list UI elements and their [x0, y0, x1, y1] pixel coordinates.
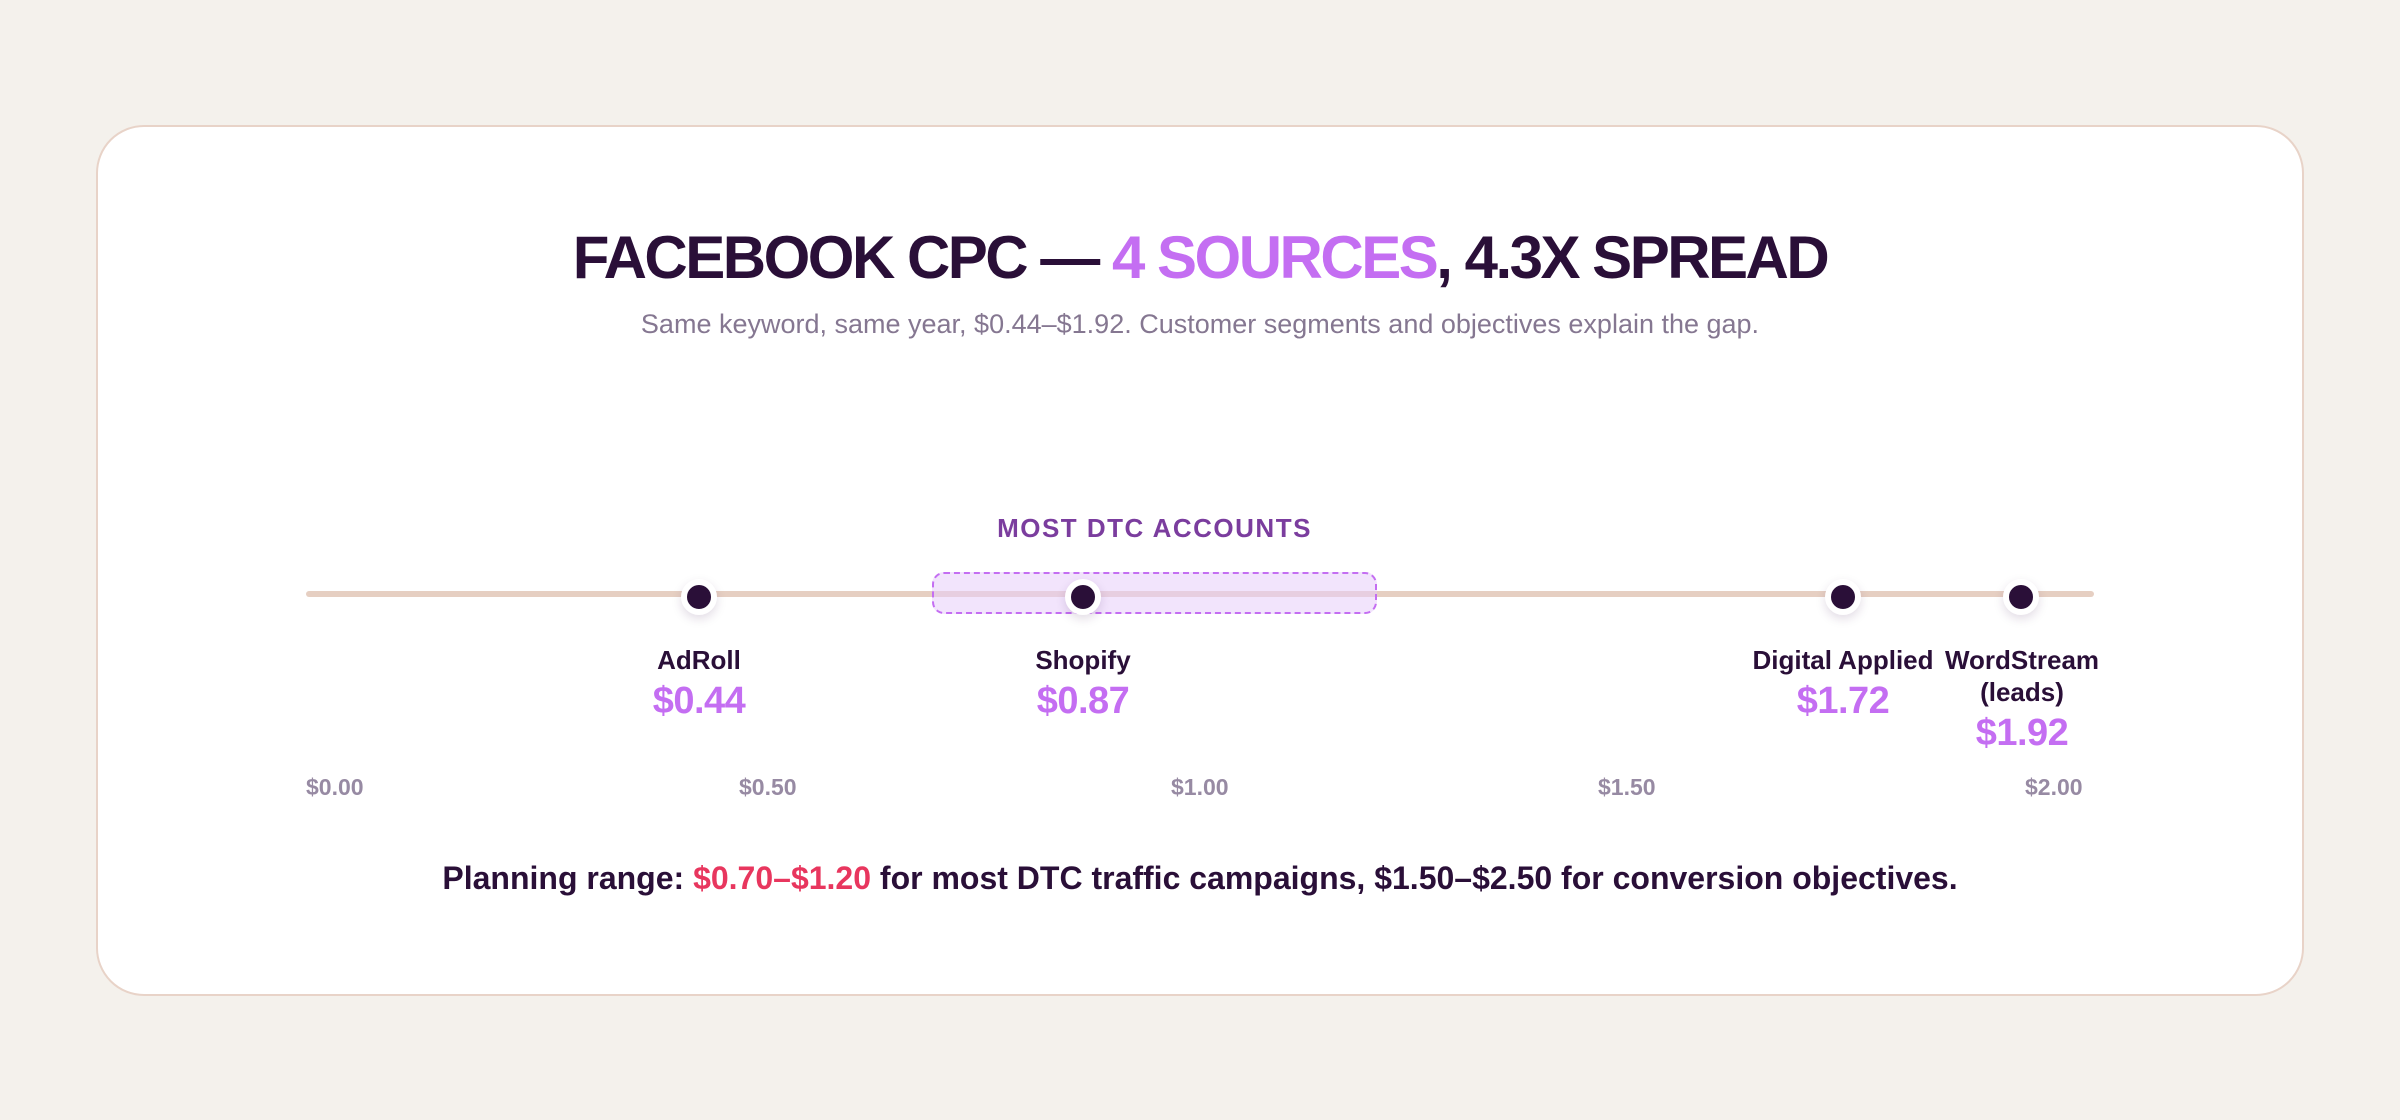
data-point-digital-applied	[1825, 579, 1861, 615]
title-accent: 4 SOURCES	[1111, 224, 1439, 291]
point-label-wordstream-line2: (leads)	[1980, 677, 2064, 707]
chart-title: FACEBOOK CPC — 4 SOURCES, 4.3X SPREAD	[0, 218, 2400, 298]
point-label-shopify: Shopify	[1035, 645, 1131, 675]
point-value-wordstream: $1.92	[1975, 712, 2069, 754]
point-value-digital-applied: $1.72	[1796, 680, 1890, 722]
axis-tick-0: $0.00	[306, 774, 364, 800]
point-label-adroll: AdRoll	[657, 645, 741, 675]
data-point-shopify	[1065, 579, 1101, 615]
title-part-1: FACEBOOK CPC —	[572, 224, 1112, 291]
dtc-range-band	[932, 572, 1377, 614]
axis-tick-4: $2.00	[2025, 774, 2083, 800]
data-point-adroll	[681, 579, 717, 615]
point-label-digital-applied: Digital Applied	[1752, 645, 1934, 675]
title-part-2: , 4.3X SPREAD	[1436, 224, 1830, 291]
data-point-wordstream	[2003, 579, 2039, 615]
footer-highlight: $0.70–$1.20	[693, 860, 872, 896]
footer-prefix: Planning range:	[442, 860, 694, 896]
chart-card	[96, 125, 2304, 996]
point-value-adroll: $0.44	[652, 680, 746, 722]
axis-tick-3: $1.50	[1598, 774, 1656, 800]
band-label: MOST DTC ACCOUNTS	[997, 513, 1312, 543]
chart-subtitle: Same keyword, same year, $0.44–$1.92. Cu…	[640, 309, 1760, 339]
axis-tick-1: $0.50	[739, 774, 797, 800]
planning-range-note: Planning range: $0.70–$1.20 for most DTC…	[0, 856, 2400, 900]
footer-suffix: for most DTC traffic campaigns, $1.50–$2…	[871, 860, 1958, 896]
point-label-wordstream: WordStream	[1944, 645, 2100, 675]
point-value-shopify: $0.87	[1036, 680, 1130, 722]
axis-tick-2: $1.00	[1171, 774, 1229, 800]
